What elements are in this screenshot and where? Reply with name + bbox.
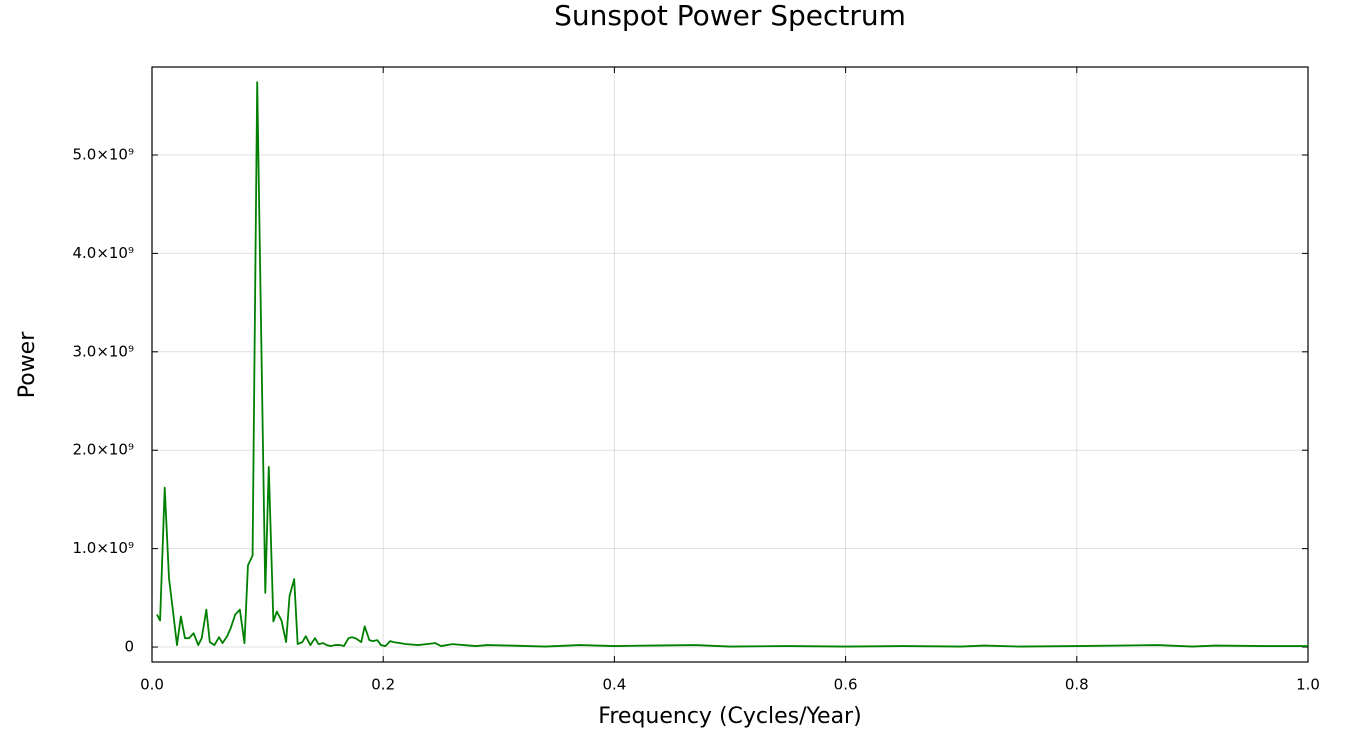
y-tick-label: 0 — [124, 638, 134, 656]
x-tick-label: 0.0 — [140, 676, 164, 694]
x-tick-label: 0.6 — [834, 676, 858, 694]
x-tick-label: 0.4 — [602, 676, 626, 694]
y-tick-label: 5.0×10⁹ — [72, 145, 134, 163]
spectrum-line — [156, 81, 1308, 648]
x-tick-label: 1.0 — [1296, 676, 1320, 694]
x-tick-label: 0.2 — [371, 676, 395, 694]
plot-frame — [151, 66, 1309, 663]
x-tick-label: 0.8 — [1065, 676, 1089, 694]
chart-title: Sunspot Power Spectrum — [554, 0, 906, 32]
x-axis-label: Frequency (Cycles/Year) — [598, 704, 861, 729]
y-tick-label: 3.0×10⁹ — [72, 342, 134, 360]
y-axis-label: Power — [15, 331, 40, 398]
y-tick-label: 2.0×10⁹ — [72, 441, 134, 459]
y-tick-label: 4.0×10⁹ — [72, 244, 134, 262]
y-tick-label: 1.0×10⁹ — [72, 539, 134, 557]
